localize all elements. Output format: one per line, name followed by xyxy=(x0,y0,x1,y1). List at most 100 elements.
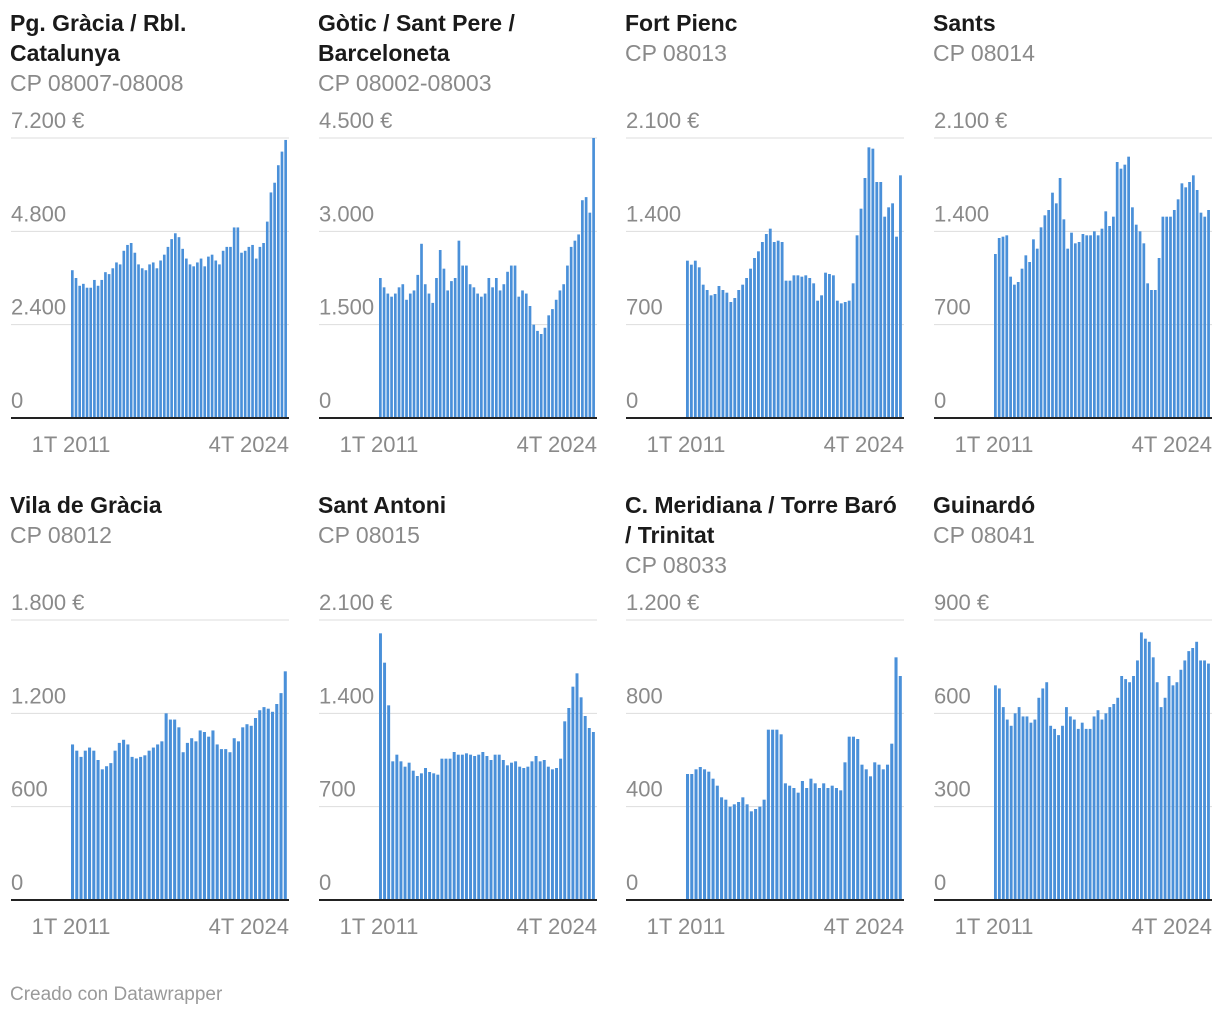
bar xyxy=(481,752,485,900)
bar xyxy=(185,742,189,900)
bar xyxy=(173,719,177,900)
x-tick-label: 4T 2024 xyxy=(1132,432,1212,457)
bar xyxy=(1092,716,1096,900)
y-tick-label: 1.800 € xyxy=(11,590,84,615)
bar xyxy=(139,756,143,900)
chart-subtitle: CP 08002-08003 xyxy=(318,70,492,96)
y-tick-label: 7.200 € xyxy=(11,108,84,133)
bar xyxy=(542,760,546,900)
bar xyxy=(93,279,96,418)
bar xyxy=(1207,663,1210,900)
bar xyxy=(225,246,229,418)
bar xyxy=(411,770,415,900)
bar xyxy=(697,267,701,418)
bar xyxy=(813,783,817,900)
bar xyxy=(1028,262,1031,418)
bar xyxy=(745,804,749,900)
bar xyxy=(221,250,225,418)
bar xyxy=(579,697,583,900)
bar xyxy=(1191,648,1195,900)
bar xyxy=(717,286,721,418)
bar xyxy=(788,785,792,900)
x-tick-label: 1T 2011 xyxy=(32,914,111,939)
bar-chart: 2.100 € 1.400 700 0 1T 2011 4T 2024 xyxy=(319,590,597,939)
bar xyxy=(1112,704,1116,900)
bar xyxy=(758,806,762,900)
bar xyxy=(386,293,390,418)
bar xyxy=(741,797,745,900)
bar xyxy=(1195,190,1199,418)
bar xyxy=(431,302,435,418)
bar xyxy=(994,254,997,418)
bar xyxy=(477,754,481,900)
bar xyxy=(1045,682,1049,900)
bar xyxy=(228,752,232,900)
bar xyxy=(1043,215,1047,418)
bar xyxy=(379,278,382,418)
bar xyxy=(812,283,816,418)
bar xyxy=(1191,175,1195,418)
bar xyxy=(575,673,579,900)
bar xyxy=(1184,187,1188,418)
bar xyxy=(1029,722,1033,900)
bar xyxy=(754,809,758,900)
bar xyxy=(879,182,883,418)
bar xyxy=(1172,210,1176,418)
bar xyxy=(505,765,509,900)
bar xyxy=(804,275,808,418)
bar xyxy=(546,766,550,900)
x-tick-label: 4T 2024 xyxy=(517,914,597,939)
bar-chart: 7.200 € 4.800 2.400 0 1T 2011 4T 2024 xyxy=(11,108,289,457)
bar xyxy=(258,246,262,418)
bar xyxy=(547,315,551,418)
bar xyxy=(1195,641,1199,900)
bar xyxy=(435,278,438,418)
x-tick-label: 4T 2024 xyxy=(824,914,904,939)
credit: Creado con Datawrapper xyxy=(10,984,223,1005)
bar xyxy=(442,268,446,418)
bar xyxy=(847,736,851,900)
bar xyxy=(185,258,188,418)
bar xyxy=(483,293,487,418)
bar xyxy=(219,749,223,900)
bar xyxy=(587,728,591,900)
bar xyxy=(577,234,580,418)
x-tick-label: 1T 2011 xyxy=(955,432,1034,457)
bar xyxy=(423,284,427,418)
y-tick-label: 700 xyxy=(319,777,356,802)
bar xyxy=(501,760,505,900)
y-tick-label: 900 € xyxy=(934,590,989,615)
bar-chart: 2.100 € 1.400 700 0 1T 2011 4T 2024 xyxy=(934,108,1212,457)
bar xyxy=(1104,211,1108,418)
bar xyxy=(1070,232,1073,418)
bar xyxy=(1054,203,1058,418)
bar xyxy=(1017,707,1021,900)
bar xyxy=(210,254,214,418)
bar xyxy=(805,788,809,900)
y-tick-label: 2.400 xyxy=(11,295,66,320)
bar xyxy=(251,244,254,418)
bar xyxy=(1024,255,1028,418)
bar xyxy=(753,258,756,418)
bar xyxy=(1058,178,1062,418)
bar xyxy=(181,248,184,418)
bar-chart: 1.800 € 1.200 600 0 1T 2011 4T 2024 xyxy=(11,590,289,939)
bar xyxy=(1013,713,1017,900)
bar xyxy=(155,268,159,418)
bar xyxy=(588,212,592,418)
bar xyxy=(881,769,885,900)
y-tick-label: 0 xyxy=(11,388,23,413)
bar xyxy=(539,334,543,418)
bar xyxy=(1032,239,1035,418)
bar xyxy=(1157,258,1161,418)
chart-title: Sants xyxy=(933,10,996,36)
bar xyxy=(100,279,104,418)
bar xyxy=(592,138,595,418)
chart-title: C. Meridiana / Torre Baró / Trinitat xyxy=(625,492,897,548)
bar xyxy=(452,752,456,900)
bar xyxy=(432,773,436,900)
bar xyxy=(1066,248,1070,418)
bar xyxy=(118,264,122,418)
bar xyxy=(824,272,827,418)
bar xyxy=(397,287,401,418)
